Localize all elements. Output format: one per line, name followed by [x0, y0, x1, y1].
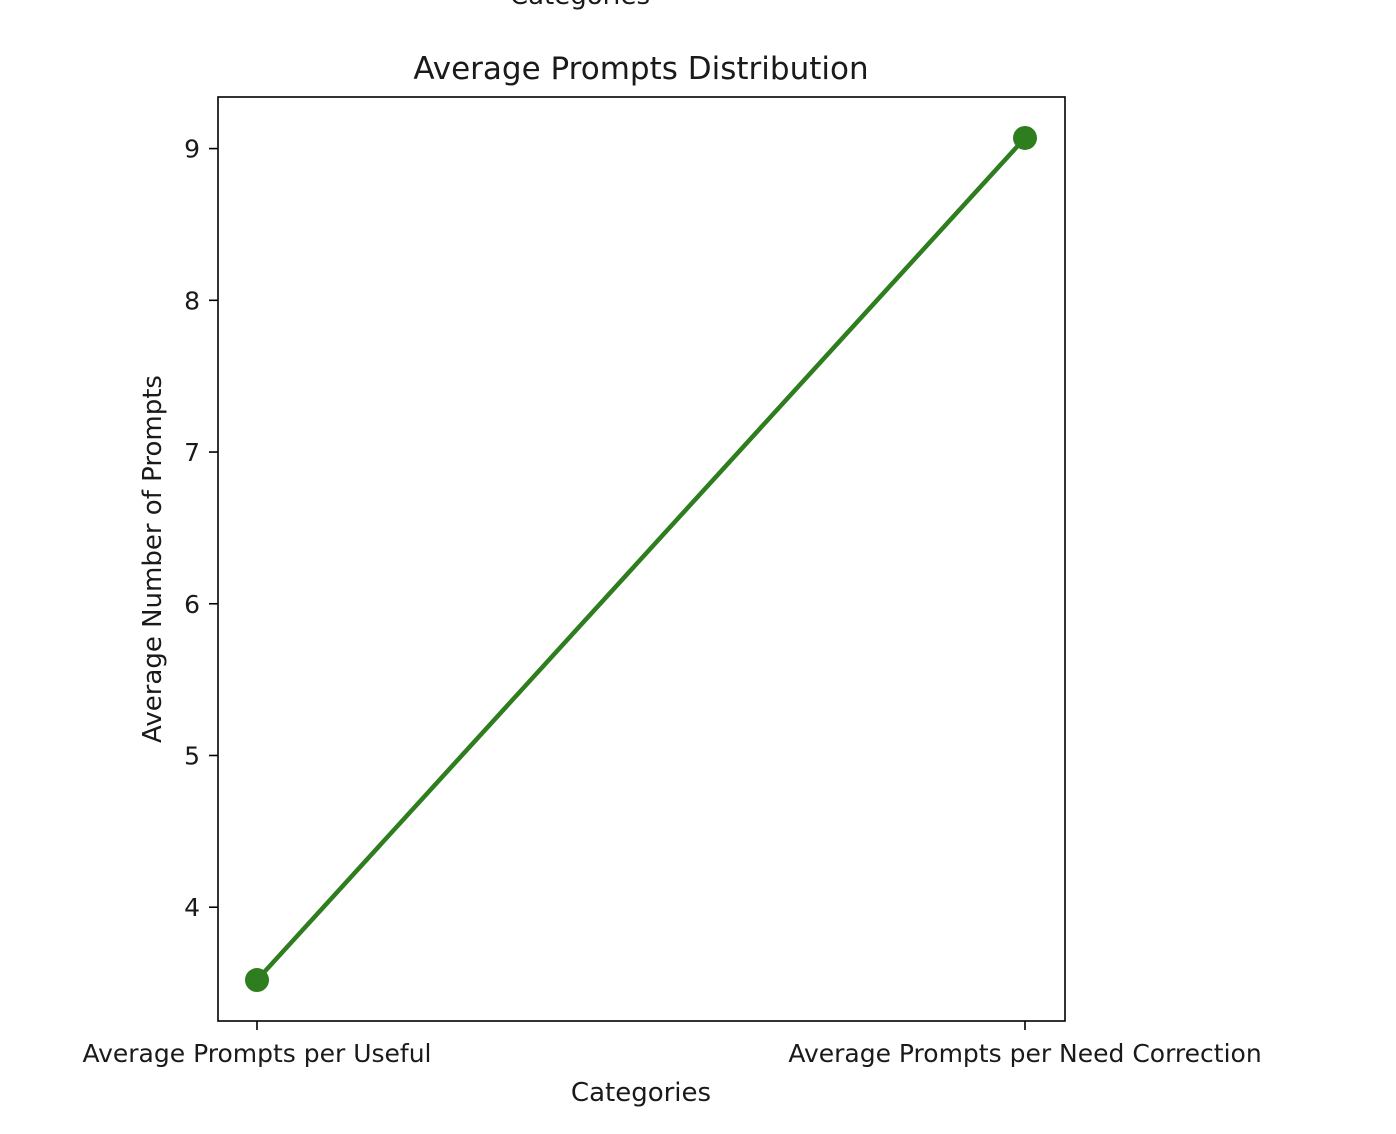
plot-area-frame: [217, 96, 1066, 1022]
data-point: [245, 968, 269, 993]
y-tick-label: 9: [184, 135, 200, 164]
data-point: [1013, 125, 1037, 150]
cropped-axis-label: Categories: [510, 0, 650, 11]
chart-title: Average Prompts Distribution: [413, 51, 868, 87]
x-tick-label: Average Prompts per Useful: [82, 1039, 431, 1068]
x-axis-ticks: Average Prompts per Useful Average Prompt…: [82, 1021, 1262, 1068]
y-tick-label: 4: [184, 893, 200, 922]
series-layer: [245, 125, 1037, 993]
y-tick-label: 8: [184, 286, 200, 315]
y-axis-ticks: 4 5 6 7 8 9: [184, 135, 218, 922]
series-line: [254, 135, 1028, 983]
x-axis-label: Categories: [571, 1078, 711, 1108]
y-tick-label: 7: [184, 438, 200, 467]
x-tick-label: Average Prompts per Need Correction: [788, 1039, 1261, 1068]
y-tick-label: 5: [184, 741, 200, 770]
y-axis-label: Average Number of Prompts: [138, 375, 168, 743]
y-tick-label: 6: [184, 590, 200, 619]
